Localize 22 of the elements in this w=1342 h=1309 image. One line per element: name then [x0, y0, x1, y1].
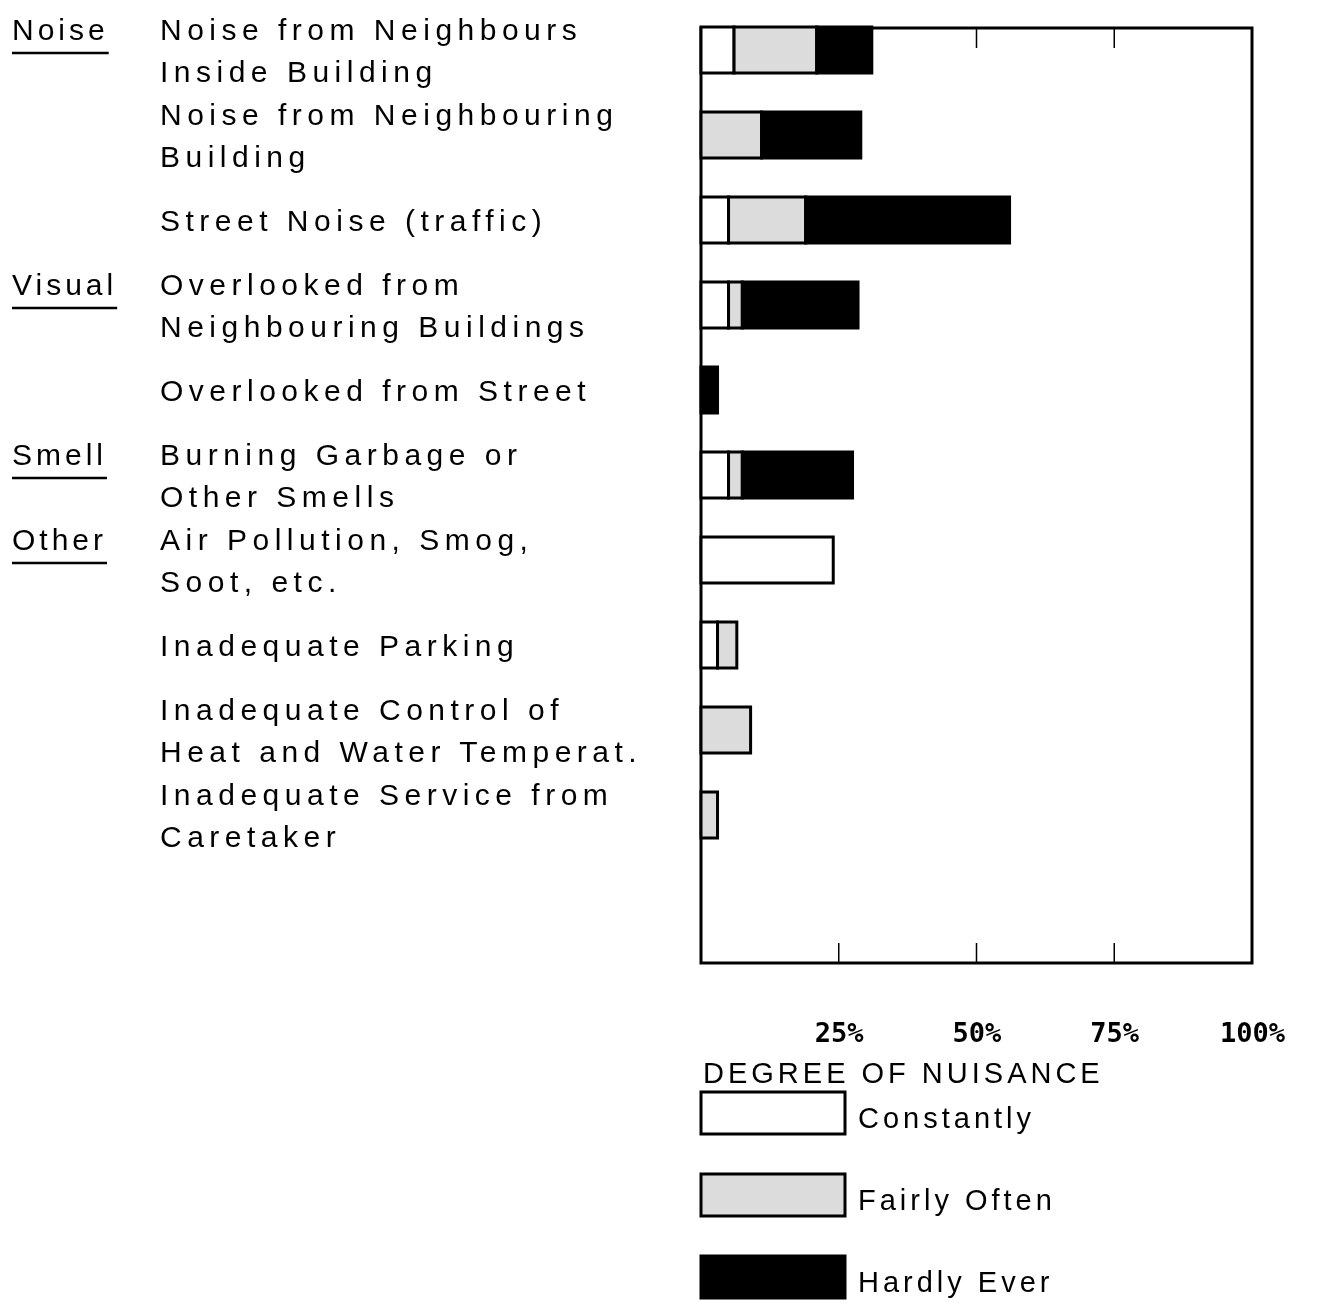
- x-tick-label: 50%: [952, 1017, 1003, 1049]
- y-tick-label: Overlooked from Street: [160, 373, 592, 407]
- text: Smell: [12, 437, 108, 471]
- x-tick-label: 100%: [1219, 1017, 1286, 1049]
- legend-title: DEGREE OF NUISANCE: [703, 1057, 1104, 1089]
- y-tick-label: Inadequate Service from Caretaker: [160, 777, 614, 853]
- y-tick-label: Air Pollution, Smog, Soot, etc.: [160, 522, 534, 598]
- y-tick-label: Burning Garbage or Other Smells: [160, 437, 523, 513]
- y-tick-label: Inadequate Control of Heat and Water Temperat.: [160, 692, 643, 768]
- y-tick-label: Inadequate Parking: [160, 628, 520, 662]
- x-tick-label: 25%: [814, 1017, 865, 1049]
- x-tick-label: 75%: [1090, 1017, 1140, 1049]
- text: Noise: [12, 12, 109, 46]
- text: Other: [12, 522, 108, 556]
- y-tick-label: Noise from Neighbouring Building: [160, 97, 619, 173]
- legend-label: Hardly Ever: [858, 1266, 1054, 1298]
- legend-label: Fairly Often: [858, 1184, 1056, 1216]
- y-tick-label: Street Noise (traffic): [160, 203, 548, 237]
- text: Visual: [12, 267, 118, 301]
- y-tick-label: Overlooked from Neighbouring Buildings: [160, 267, 590, 343]
- legend-label: Constantly: [858, 1102, 1036, 1134]
- y-tick-label: Noise from Neighbours Inside Building: [160, 12, 583, 88]
